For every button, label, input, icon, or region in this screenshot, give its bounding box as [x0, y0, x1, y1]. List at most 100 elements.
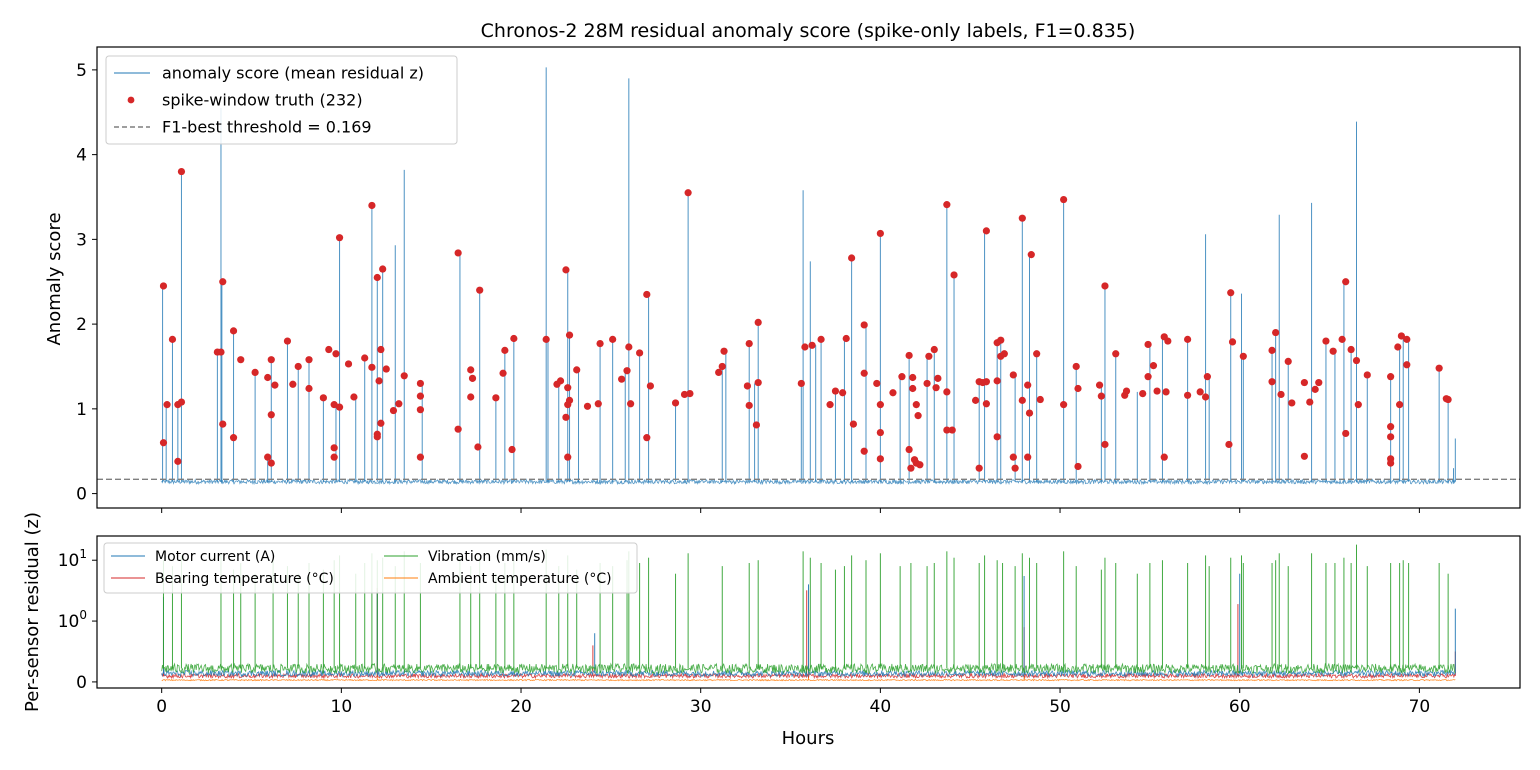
- spike-truth-point: [565, 396, 574, 404]
- spike-truth-point: [1394, 343, 1402, 351]
- spike-truth-point: [1162, 388, 1170, 396]
- spike-truth-point: [163, 401, 171, 409]
- spike-truth-point: [1025, 409, 1034, 417]
- spike-truth-point: [596, 340, 604, 348]
- spike-truth-point: [1306, 398, 1314, 406]
- spike-truth-point: [1101, 440, 1109, 449]
- spike-truth-point: [556, 377, 565, 385]
- top-x-ticks: [161, 508, 1420, 513]
- spike-truth-point: [416, 392, 425, 400]
- spike-truth-point: [982, 378, 990, 386]
- spike-truth-point: [373, 433, 381, 441]
- spike-truth-point: [1387, 423, 1395, 431]
- per-sensor-series: [161, 544, 1456, 682]
- spike-truth-point: [930, 345, 938, 354]
- spike-truth-point: [400, 372, 408, 380]
- spike-truth-point: [174, 457, 182, 465]
- spike-truth-point: [1074, 462, 1082, 471]
- spike-truth-point: [1347, 345, 1355, 354]
- spike-truth-point: [1060, 401, 1068, 409]
- spike-truth-point: [330, 444, 338, 452]
- spike-truth-point: [1387, 433, 1395, 441]
- spike-truth-point: [251, 368, 259, 377]
- spike-truth-point: [564, 453, 572, 461]
- spike-truth-point: [1164, 337, 1172, 345]
- legend-anomaly-score-label: anomaly score (mean residual z): [162, 64, 424, 83]
- legend-bearing-temperature-label: Bearing temperature (°C): [155, 571, 334, 587]
- top-legend-box: [105, 55, 458, 145]
- spike-truth-point: [1144, 373, 1152, 381]
- bottom-x-tick-label: 60: [1229, 697, 1251, 717]
- bottom-x-tick-label: 30: [690, 697, 712, 717]
- spike-truth-point: [562, 413, 570, 421]
- spike-truth-point: [1018, 396, 1026, 404]
- spike-truth-point: [873, 379, 881, 388]
- spike-truth-point: [264, 373, 272, 382]
- spike-truth-point: [1184, 391, 1192, 399]
- spike-truth-point: [454, 249, 462, 257]
- spike-truth-point: [395, 400, 403, 408]
- spike-truth-point: [1397, 332, 1406, 340]
- spike-truth-point: [594, 400, 602, 408]
- bottom-legend-box: [103, 542, 638, 594]
- spike-truth-point: [382, 365, 390, 373]
- spike-truth-point: [849, 420, 858, 428]
- spike-truth-point: [305, 356, 313, 364]
- spike-truth-point: [267, 459, 275, 467]
- spike-truth-point: [1201, 393, 1210, 401]
- spike-truth-point: [1315, 378, 1323, 387]
- spike-truth-point: [564, 384, 572, 392]
- spike-truth-point: [982, 400, 990, 408]
- spike-truth-point: [389, 406, 398, 415]
- spike-truth-point: [618, 375, 626, 383]
- spike-truth-point: [993, 433, 1001, 441]
- anomaly-score-baseline: [161, 478, 1456, 486]
- legend-spike-truth-label: spike-window truth (232): [162, 91, 363, 110]
- spike-truth-point: [377, 419, 385, 427]
- spike-truth-point: [860, 369, 868, 377]
- top-y-tick-label: 2: [76, 315, 87, 335]
- spike-truth-point: [1338, 335, 1346, 343]
- bottom-x-tick-label: 20: [510, 697, 532, 717]
- spike-truth-point: [1352, 356, 1361, 365]
- spike-truth-point: [264, 453, 272, 461]
- spike-truth-point: [831, 387, 840, 395]
- spike-truth-point: [332, 350, 340, 358]
- spike-truth-point: [718, 362, 726, 371]
- spike-truth-point: [1342, 278, 1350, 286]
- bottom-x-tick-label: 70: [1409, 697, 1431, 717]
- bottom-y-axis-label: Per-sensor residual (z): [22, 512, 43, 712]
- spike-truth-point: [335, 234, 344, 242]
- spike-truth-point: [925, 352, 933, 360]
- spike-truth-point: [817, 335, 825, 343]
- spike-truth-point: [1153, 387, 1161, 395]
- legend-threshold-label: F1-best threshold = 0.169: [162, 118, 372, 137]
- spike-truth-point: [319, 394, 327, 402]
- spike-truth-point: [1354, 401, 1362, 409]
- spike-truth-point: [219, 420, 227, 428]
- spike-truth-point: [1387, 373, 1395, 381]
- spike-truth-point: [625, 343, 633, 351]
- spike-truth-point: [932, 384, 940, 392]
- spike-truth-point: [950, 271, 958, 279]
- spike-truth-point: [636, 349, 644, 357]
- spike-truth-point: [948, 426, 956, 434]
- spike-truth-point: [294, 362, 302, 371]
- spike-truth-point: [643, 434, 651, 442]
- spike-truth-point: [325, 345, 333, 354]
- spike-truth-point: [1024, 453, 1032, 461]
- spike-truth-point: [565, 331, 574, 339]
- spike-truth-point: [229, 327, 238, 335]
- spike-truth-point: [1342, 429, 1350, 438]
- spike-truth-point: [159, 439, 168, 447]
- spike-truth-point: [680, 390, 689, 399]
- spike-truth-point: [377, 345, 385, 354]
- spike-truth-point: [1144, 340, 1152, 349]
- top-y-axis-label: Anomaly score: [44, 212, 65, 345]
- spike-truth-point: [905, 351, 913, 360]
- spike-truth-point: [501, 346, 509, 354]
- spike-truth-point: [1000, 350, 1008, 358]
- spike-truth-point: [715, 368, 723, 377]
- bottom-y-tick-label: 101: [58, 547, 87, 571]
